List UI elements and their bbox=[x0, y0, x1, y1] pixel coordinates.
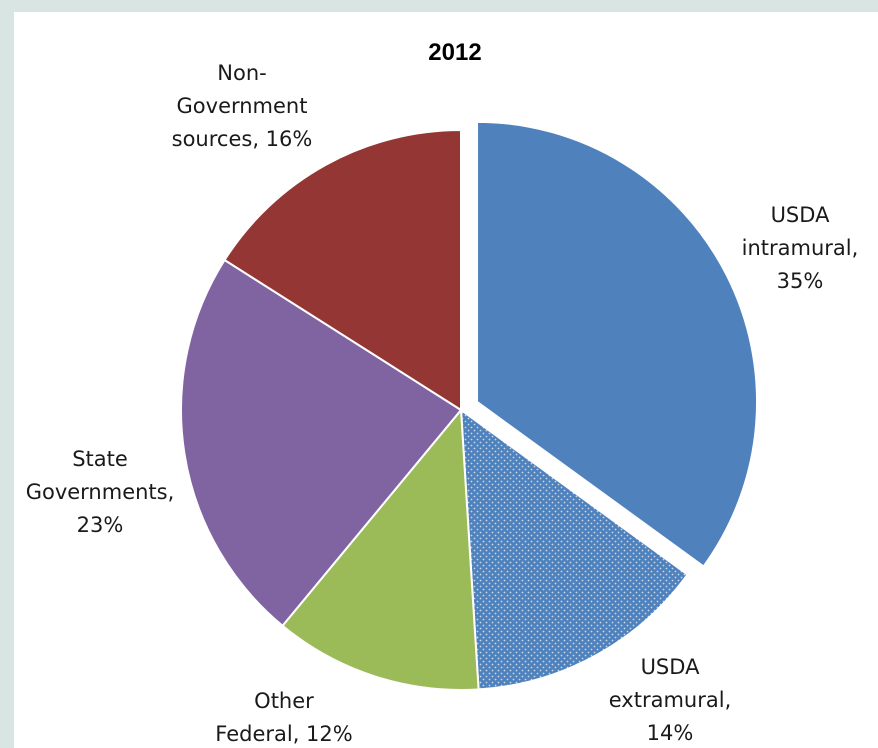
slice-label-non-government-sources: Non-Government sources, 16% bbox=[172, 61, 313, 151]
chart-title: 2012 bbox=[428, 39, 481, 66]
pie-slice-non-government-sources bbox=[223, 128, 462, 412]
slice-label-other-federal: Other Federal, 12% bbox=[215, 689, 352, 746]
pie-slice-state-governments bbox=[180, 258, 463, 628]
slice-label-usda-extramural: USDA extramural, 14% bbox=[609, 655, 732, 745]
slice-label-state-governments: State Governments, 23% bbox=[26, 447, 175, 537]
pie-slice-other-federal bbox=[281, 407, 480, 691]
slice-label-usda-intramural: USDA intramural, 35% bbox=[742, 203, 859, 293]
pie-chart: 2012 USDA intramural, 35% USDA extramural, 14… bbox=[26, 39, 859, 746]
pie-slice-usda-extramural bbox=[459, 407, 689, 691]
pie-slice-usda-intramural bbox=[476, 120, 759, 568]
chart-area: 2012 USDA intramural, 35% USDA extramural, 14… bbox=[14, 12, 878, 748]
